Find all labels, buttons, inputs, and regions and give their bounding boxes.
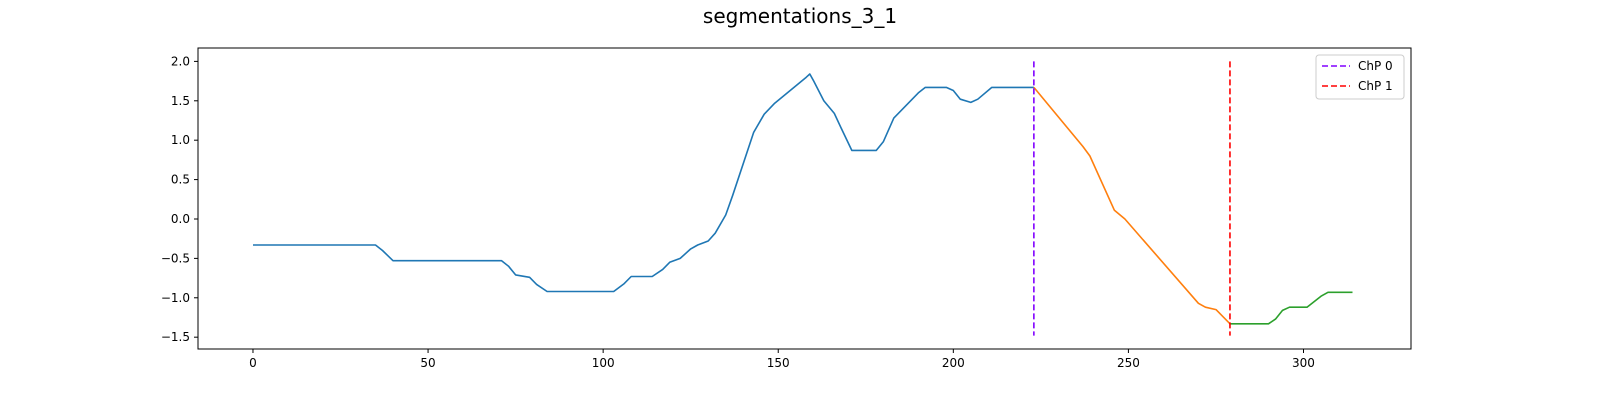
y-tick-label: −0.5 bbox=[161, 251, 190, 265]
x-tick-label: 100 bbox=[592, 356, 615, 370]
y-tick-label: 1.0 bbox=[171, 133, 190, 147]
y-axis: −1.5 −1.0 −0.5 0.0 0.5 1.0 1.5 2.0 bbox=[161, 54, 198, 344]
x-tick-label: 50 bbox=[420, 356, 435, 370]
y-tick-label: 0.5 bbox=[171, 173, 190, 187]
x-tick-label: 300 bbox=[1292, 356, 1315, 370]
legend-label-0: ChP 0 bbox=[1358, 59, 1393, 73]
series-line-0 bbox=[253, 73, 1034, 293]
y-tick-label: −1.0 bbox=[161, 291, 190, 305]
x-tick-label: 250 bbox=[1117, 356, 1140, 370]
y-tick-label: −1.5 bbox=[161, 330, 190, 344]
y-tick-label: 0.0 bbox=[171, 212, 190, 226]
series-line-1 bbox=[1033, 86, 1231, 325]
series-line-2 bbox=[1230, 291, 1353, 325]
x-axis: 0 50 100 150 200 250 300 bbox=[249, 349, 1315, 370]
legend: ChP 0 ChP 1 bbox=[1315, 54, 1405, 100]
x-tick-label: 150 bbox=[767, 356, 790, 370]
marks-layer bbox=[253, 61, 1353, 336]
y-tick-label: 1.5 bbox=[171, 94, 190, 108]
chart-title: segmentations_3_1 bbox=[702, 4, 898, 28]
legend-box bbox=[1315, 54, 1405, 100]
plot-frame bbox=[197, 47, 1412, 350]
x-tick-label: 0 bbox=[249, 356, 257, 370]
x-tick-label: 200 bbox=[942, 356, 965, 370]
legend-label-1: ChP 1 bbox=[1358, 79, 1393, 93]
y-tick-label: 2.0 bbox=[171, 54, 190, 68]
